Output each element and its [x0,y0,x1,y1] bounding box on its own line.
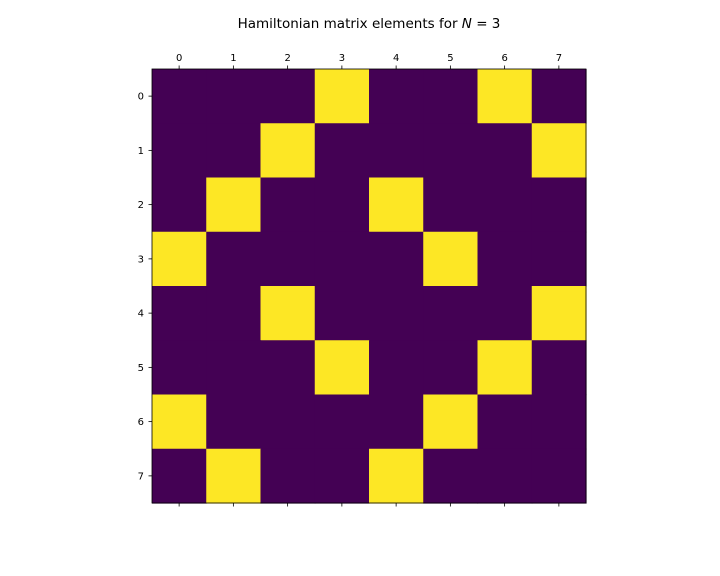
heatmap-cell [369,123,424,179]
heatmap-cell [423,177,479,233]
y-tick-label: 4 [138,309,144,320]
y-tick-label: 5 [138,363,144,374]
heatmap-cell [477,69,533,124]
heatmap-cell [152,123,207,179]
x-tick-label: 7 [556,53,562,64]
heatmap-cell [531,286,587,341]
heatmap-cell [206,231,262,287]
heatmap-cell [206,394,262,450]
heatmap-cell [423,286,479,341]
heatmap-cell [206,340,262,396]
chart-title: Hamiltonian matrix elements for N = 3 [238,16,501,32]
heatmap-cell [369,231,424,287]
heatmap-cell [152,286,207,341]
y-tick-label: 7 [138,471,144,482]
heatmap-cell [531,69,587,124]
heatmap-cell [423,123,479,179]
heatmap-cell [314,448,370,504]
heatmap-cell [206,177,262,233]
heatmap-cell [477,394,533,450]
x-tick-label: 6 [501,53,507,64]
y-tick-label: 1 [138,146,144,157]
heatmap-cell [206,123,262,179]
heatmap-cell [260,448,316,504]
heatmap-cell [314,69,370,124]
heatmap-cell [477,177,533,233]
heatmap-cell [369,340,424,396]
heatmap-cell [531,177,587,233]
heatmap-plot: 0 1 2 3 4 5 6 7 0 1 2 3 4 5 6 7 [138,53,587,507]
heatmap-cell [477,448,533,504]
x-tick-label: 3 [339,53,345,64]
y-tick-label: 2 [138,200,144,211]
heatmap-cell [369,177,424,233]
x-tick-label: 0 [176,53,182,64]
heatmap-cell [477,123,533,179]
heatmap-cell [260,123,316,179]
heatmap-cell [531,394,587,450]
x-tick-label: 2 [284,53,290,64]
heatmap-cell [423,394,479,450]
heatmap-cell [531,340,587,396]
heatmap-cell [314,231,370,287]
y-tick-label: 0 [138,92,144,103]
heatmap-cell [152,177,207,233]
heatmap-cell [152,448,207,504]
heatmap-cell [423,69,479,124]
heatmap-cell [369,286,424,341]
heatmap-cell [314,340,370,396]
x-tick-label: 4 [393,53,399,64]
heatmap-cell [477,231,533,287]
heatmap-cell [152,231,207,287]
heatmap-cell [369,448,424,504]
heatmap-cell [423,231,479,287]
heatmap-cell [260,394,316,450]
heatmap-cell [531,123,587,179]
heatmap-cell [152,69,207,124]
heatmap-cell [314,286,370,341]
heatmap-cell [531,448,587,504]
x-tick-label: 1 [230,53,236,64]
heatmap-cell [206,448,262,504]
heatmap-cell [531,231,587,287]
heatmap-cell [206,286,262,341]
heatmap-cell [152,394,207,450]
heatmap-cell [477,340,533,396]
heatmap-cell [477,286,533,341]
heatmap-cell [314,123,370,179]
heatmap-cell [152,340,207,396]
y-tick-label: 3 [138,254,144,265]
heatmap-cell [369,394,424,450]
x-tick-label: 5 [447,53,453,64]
heatmap-cell [260,177,316,233]
chart-title-text: Hamiltonian matrix elements for [238,16,462,32]
heatmap-cell [260,69,316,124]
chart-title-value: = 3 [472,16,500,32]
heatmap-cell [260,286,316,341]
y-tick-label: 6 [138,417,144,428]
heatmap-cell [206,69,262,124]
plot-frame [151,68,587,504]
heatmap-cell [314,394,370,450]
chart-title-variable: N [462,16,472,32]
heatmap-cell [260,231,316,287]
heatmap-cell [423,340,479,396]
heatmap-cell [260,340,316,396]
heatmap-cell [369,69,424,124]
heatmap-cell [314,177,370,233]
heatmap-cell [423,448,479,504]
